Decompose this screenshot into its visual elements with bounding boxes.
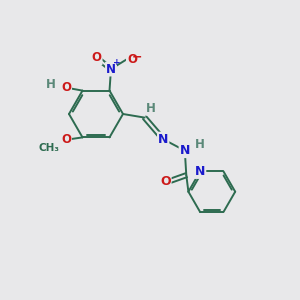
Text: O: O: [92, 51, 102, 64]
Text: N: N: [195, 165, 205, 178]
Text: −: −: [132, 50, 142, 64]
Text: H: H: [146, 102, 156, 115]
Text: O: O: [61, 81, 71, 94]
Text: H: H: [46, 77, 55, 91]
Text: O: O: [61, 133, 71, 146]
Text: O: O: [160, 175, 171, 188]
Text: N: N: [180, 144, 190, 157]
Text: O: O: [127, 53, 137, 66]
Text: +: +: [112, 58, 120, 67]
Text: N: N: [106, 62, 116, 76]
Text: H: H: [195, 137, 205, 151]
Text: N: N: [158, 133, 168, 146]
Text: CH₃: CH₃: [38, 143, 59, 153]
